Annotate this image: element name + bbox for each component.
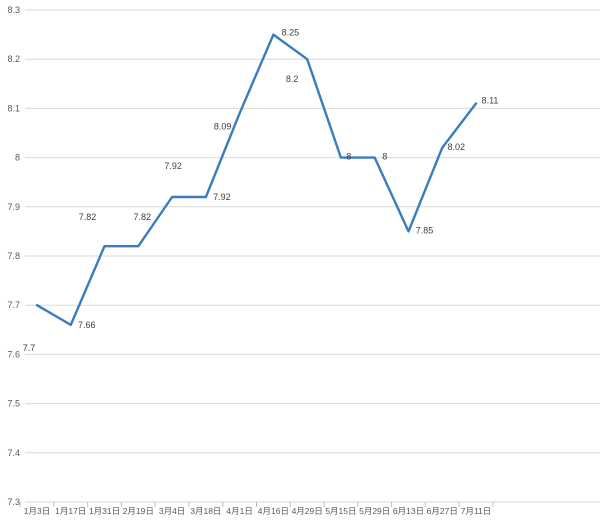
x-axis-tick-label: 5月29日 <box>359 506 390 516</box>
y-axis-tick-label: 7.4 <box>7 448 20 458</box>
y-axis-tick-label: 7.5 <box>7 399 20 409</box>
y-axis-tick-label: 7.3 <box>7 497 20 507</box>
data-point-label: 8.09 <box>214 121 232 131</box>
data-point-label: 7.92 <box>213 192 231 202</box>
y-axis-tick-label: 7.7 <box>7 300 20 310</box>
data-point-label: 7.82 <box>79 212 97 222</box>
data-series-line <box>35 33 478 327</box>
y-axis-tick-label: 7.8 <box>7 251 20 261</box>
data-point-label: 8.02 <box>447 142 465 152</box>
x-axis-tick-label: 4月29日 <box>292 506 323 516</box>
data-point-label: 7.66 <box>78 320 96 330</box>
x-axis-tick-label: 7月11日 <box>461 506 492 516</box>
y-axis-tick-label: 8.2 <box>7 54 20 64</box>
data-point-label: 7.92 <box>164 161 182 171</box>
data-point-label: 8.2 <box>286 74 299 84</box>
x-axis-tick-label: 3月18日 <box>190 506 221 516</box>
y-axis-tick-label: 7.9 <box>7 202 20 212</box>
x-axis-tick-label: 5月15日 <box>325 506 356 516</box>
x-axis-tick-label: 6月27日 <box>427 506 458 516</box>
y-axis-tick-label: 8.1 <box>7 103 20 113</box>
data-point-label: 7.82 <box>134 212 152 222</box>
y-axis-tick-label: 8 <box>15 153 20 163</box>
y-axis-tick-label: 7.6 <box>7 349 20 359</box>
data-point-label: 7.7 <box>23 343 36 353</box>
x-axis-tick-label: 4月16日 <box>258 506 289 516</box>
x-axis-tick-label: 1月31日 <box>89 506 120 516</box>
x-axis-tick-label: 6月13日 <box>393 506 424 516</box>
data-point-label: 8.11 <box>482 95 499 105</box>
x-axis-tick-label: 2月19日 <box>123 506 154 516</box>
x-axis-tick-label: 4月1日 <box>226 506 252 516</box>
x-axis-tick-label: 3月4日 <box>159 506 185 516</box>
x-axis-tick-label: 1月3日 <box>24 506 50 516</box>
data-point-label: 8 <box>346 152 351 162</box>
x-axis-tick-label: 1月17日 <box>55 506 86 516</box>
data-point-label: 8.25 <box>282 28 300 38</box>
data-point-label: 8 <box>382 152 387 162</box>
data-point-label: 7.85 <box>416 225 434 235</box>
y-axis-tick-label: 8.3 <box>7 5 20 15</box>
